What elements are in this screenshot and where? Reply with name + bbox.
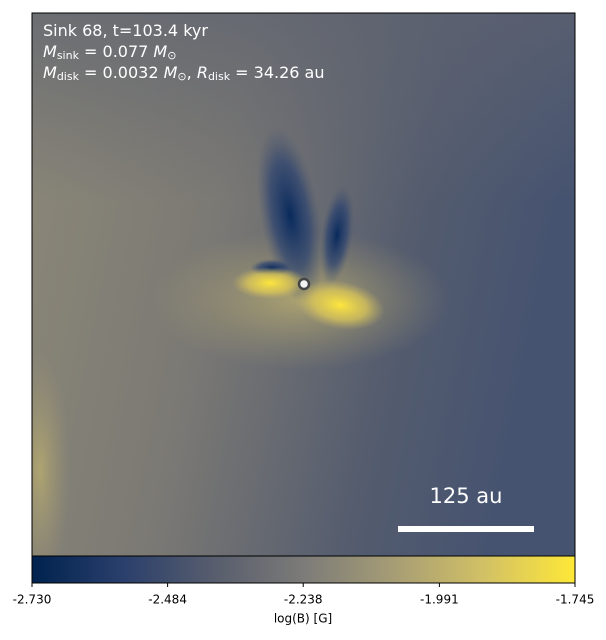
colorbar bbox=[31, 555, 576, 584]
tick-label: -2.730 bbox=[13, 593, 52, 607]
annotation-line: Mdisk = 0.0032 M⊙, Rdisk = 34.26 au bbox=[43, 63, 325, 84]
tick-label: -2.484 bbox=[148, 593, 187, 607]
subscript: sink bbox=[57, 49, 80, 62]
scale-bar-label: 125 au bbox=[430, 484, 503, 508]
field-image bbox=[32, 13, 575, 556]
sink-marker bbox=[297, 277, 311, 291]
annotation-text: R bbox=[197, 63, 208, 82]
annotation-text: Sink 68, t=103.4 kyr bbox=[43, 21, 208, 40]
subscript: disk bbox=[208, 70, 231, 83]
subscript: ⊙ bbox=[177, 70, 186, 83]
subscript: ⊙ bbox=[167, 49, 176, 62]
annotation-text: , bbox=[187, 63, 197, 82]
annotation-text: M bbox=[153, 42, 167, 61]
annotation-text: M bbox=[43, 42, 57, 61]
colorbar-label: log(B) [G] bbox=[274, 612, 332, 626]
tick-label: -1.991 bbox=[420, 593, 459, 607]
annotation-line: Msink = 0.077 M⊙ bbox=[43, 42, 176, 63]
annotation-text: M bbox=[164, 63, 178, 82]
tick-label: -2.238 bbox=[284, 593, 323, 607]
subscript: disk bbox=[57, 70, 80, 83]
annotation-text: = 0.077 bbox=[79, 42, 153, 61]
annotation-text: = 34.26 au bbox=[230, 63, 324, 82]
annotation-line: Sink 68, t=103.4 kyr bbox=[43, 21, 208, 40]
tick-label: -1.745 bbox=[556, 593, 595, 607]
annotation-text: = 0.0032 bbox=[79, 63, 164, 82]
annotation-text: M bbox=[43, 63, 57, 82]
